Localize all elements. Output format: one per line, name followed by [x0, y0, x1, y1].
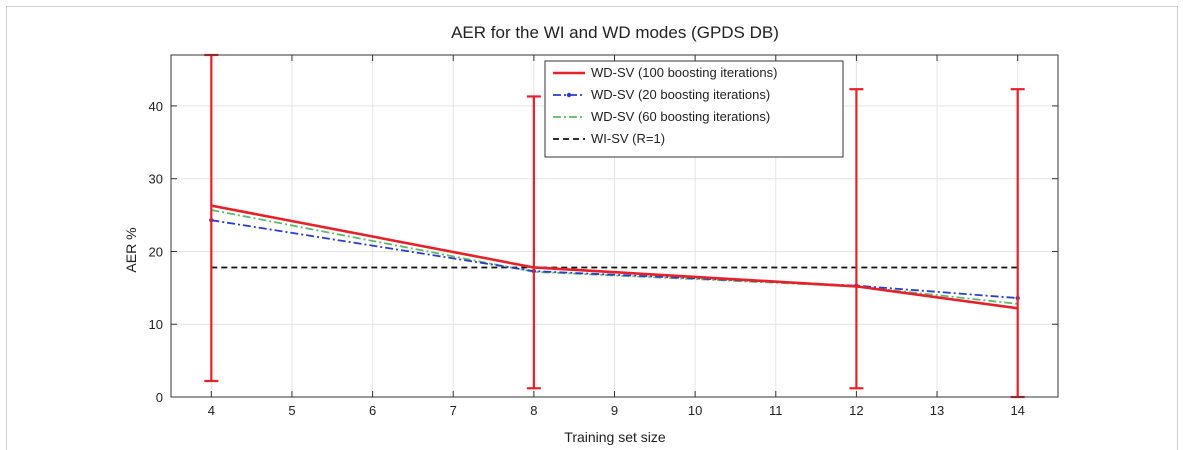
series-line	[211, 204, 1018, 310]
x-tick-label: 12	[849, 403, 863, 418]
y-tick-label: 0	[156, 390, 163, 405]
x-tick-label: 6	[369, 403, 376, 418]
x-tick-label: 4	[208, 403, 215, 418]
series-line	[211, 209, 1018, 305]
x-tick-label: 11	[769, 403, 783, 418]
x-tick-label: 5	[288, 403, 295, 418]
x-tick-label: 9	[611, 403, 618, 418]
chart-title: AER for the WI and WD modes (GPDS DB)	[451, 23, 779, 42]
x-tick-label: 7	[450, 403, 457, 418]
y-tick-label: 20	[149, 244, 163, 259]
y-tick-label: 30	[149, 172, 163, 187]
legend-marker	[566, 92, 572, 98]
figure-frame	[6, 6, 1178, 450]
legend-label: WD-SV (20 boosting iterations)	[591, 87, 770, 102]
legend-label: WD-SV (60 boosting iterations)	[591, 109, 770, 124]
x-tick-label: 13	[930, 403, 944, 418]
y-tick-label: 40	[149, 99, 163, 114]
legend-label: WI-SV (R=1)	[591, 131, 665, 146]
axes-box	[170, 54, 1059, 398]
x-tick-label: 8	[530, 403, 537, 418]
legend-box	[544, 60, 844, 158]
y-axis-label: AER %	[123, 227, 139, 272]
series-line	[211, 219, 1018, 299]
x-tick-label: 10	[688, 403, 702, 418]
legend-label: WD-SV (100 boosting iterations)	[591, 65, 777, 80]
x-tick-label: 14	[1010, 403, 1024, 418]
y-tick-label: 10	[149, 317, 163, 332]
x-axis-label: Training set size	[564, 429, 666, 445]
legend: WD-SV (100 boosting iterations) WD-SV (20…	[544, 60, 844, 158]
